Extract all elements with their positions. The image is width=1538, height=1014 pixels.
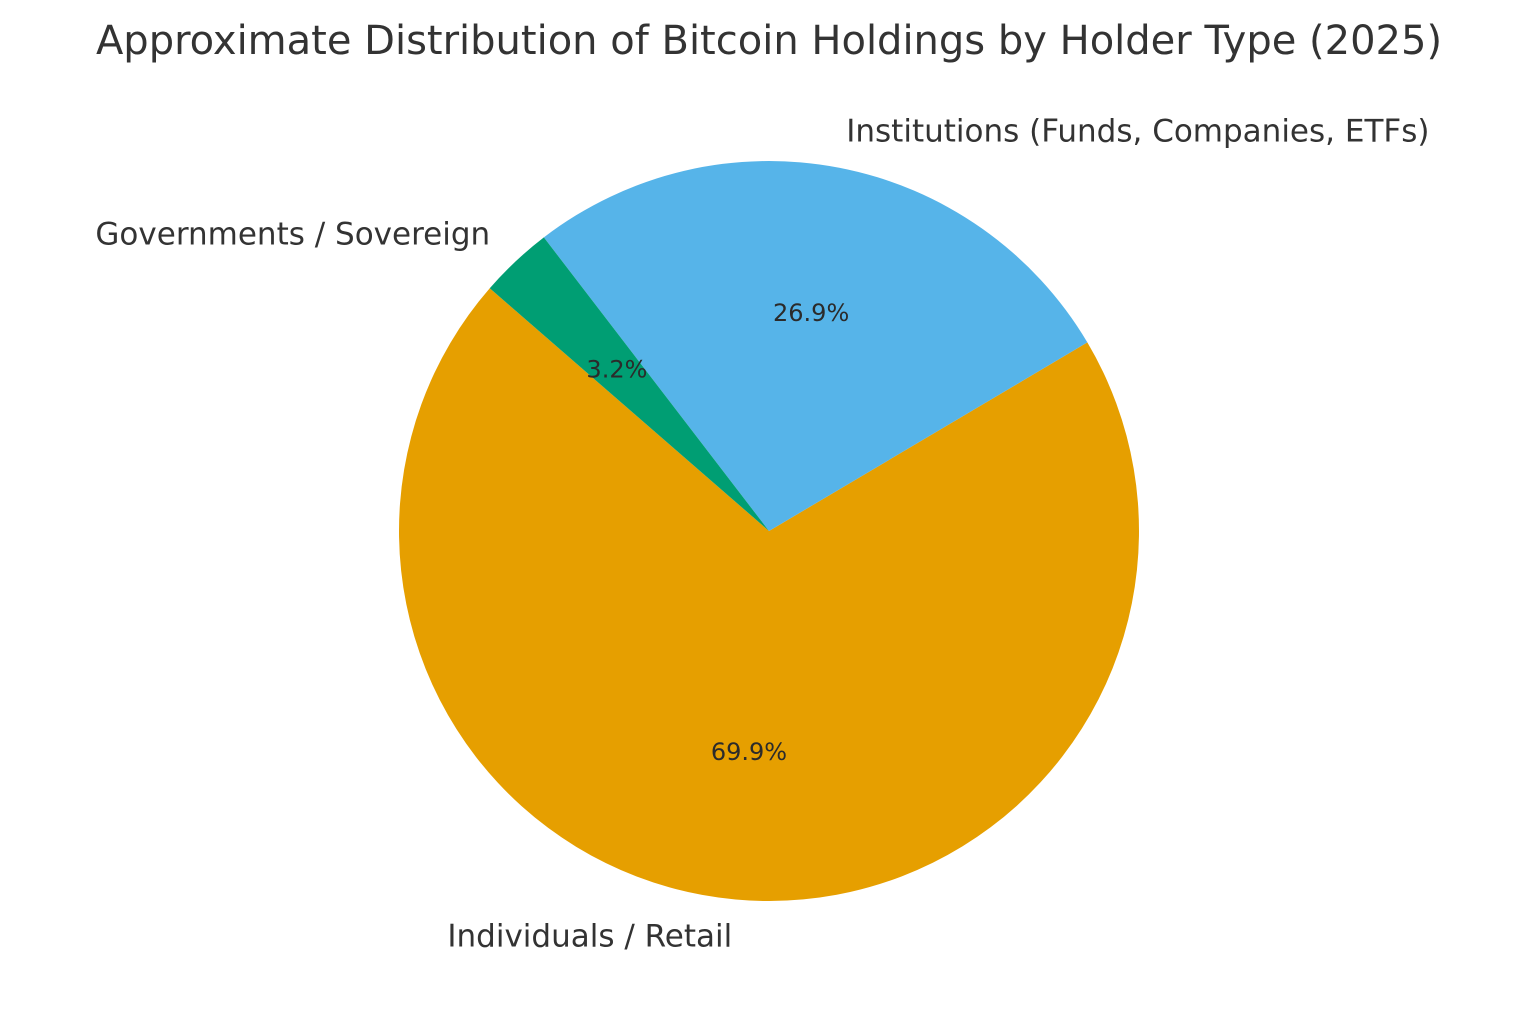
chart-title: Approximate Distribution of Bitcoin Hold… [96,18,1442,64]
slice-percent-institutions-funds-companies-etfs: 26.9% [773,299,849,327]
pie-slice-labels: Individuals / Retail Institutions (Funds,… [95,113,1429,954]
pie-slices [399,160,1140,902]
slice-percent-individuals-retail: 69.9% [711,738,787,766]
slice-label-individuals-retail: Individuals / Retail [447,918,732,954]
slice-label-governments-sovereign: Governments / Sovereign [95,217,490,253]
slice-label-institutions-funds-companies-etfs: Institutions (Funds, Companies, ETFs) [846,113,1429,149]
slice-percent-governments-sovereign: 3.2% [586,355,647,383]
pie-slice-individuals-retail [399,288,1140,902]
pie-percent-labels: 69.9% 26.9% 3.2% [586,299,849,766]
pie-slice-institutions-funds-companies-etfs [543,160,1088,531]
pie-slice-governments-sovereign [489,237,769,531]
